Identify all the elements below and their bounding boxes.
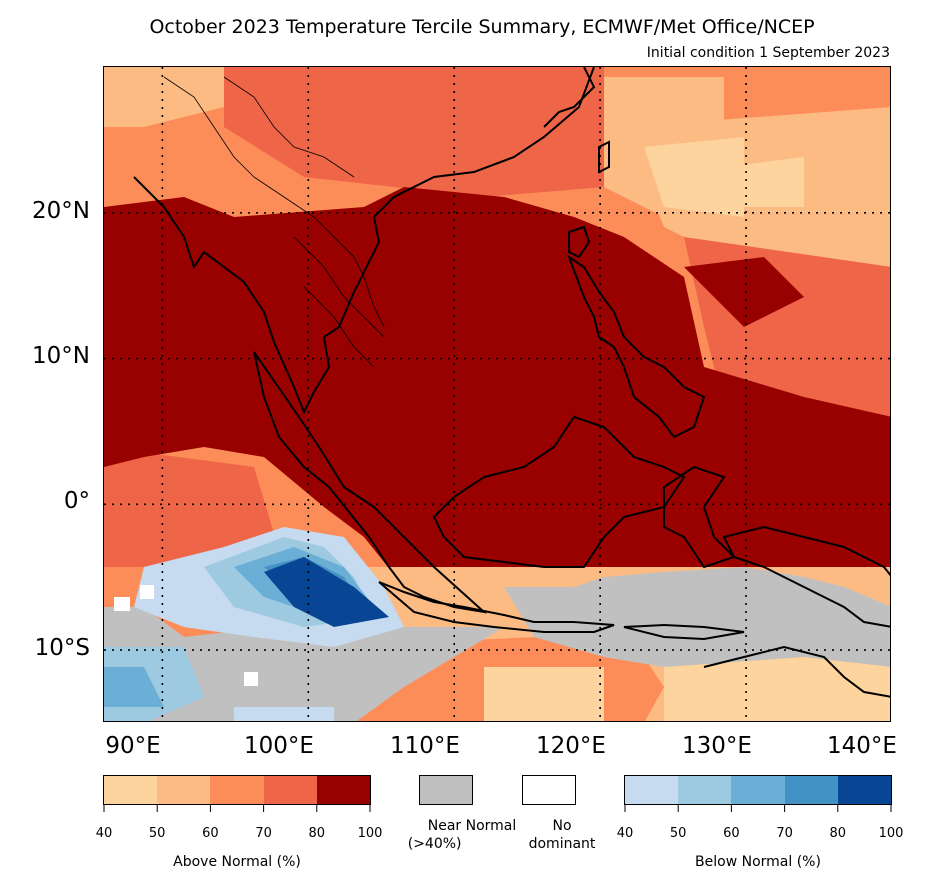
above-40-region-ne2 — [724, 157, 804, 207]
below-normal-segment-0 — [625, 776, 679, 804]
lat-label-20n: 20°N — [32, 198, 90, 224]
border-4 — [303, 286, 375, 368]
lat-label-0: 0° — [63, 488, 90, 514]
initial-condition-subtitle: Initial condition 1 September 2023 — [646, 45, 890, 61]
below-normal-title: Below Normal (%) — [695, 854, 821, 870]
below-normal-segment-4 — [837, 776, 891, 804]
tercile-shading — [104, 67, 890, 721]
near-normal-label-line2: (>40%) — [407, 836, 462, 852]
lon-label-90e: 90°E — [105, 733, 161, 759]
above-normal-tick-label-1: 50 — [148, 826, 166, 841]
below-normal-segment-2 — [731, 776, 785, 804]
above-normal-segment-4 — [316, 776, 370, 804]
below-80-region — [264, 557, 389, 627]
near-normal-color — [420, 776, 472, 804]
no-dominant-label-line2: dominant — [528, 836, 596, 852]
near-normal-label-line1: Near Normal — [427, 818, 517, 834]
lon-label-120e: 120°E — [536, 733, 606, 759]
near-normal-swatch — [419, 775, 473, 805]
above-80-region-philippine-sea — [684, 257, 804, 327]
border-3 — [293, 236, 385, 338]
above-normal-tick-label-3: 70 — [255, 826, 272, 841]
above-50-region-nw — [104, 67, 224, 127]
coastlines — [133, 67, 890, 698]
sulawesi-coastline — [663, 465, 736, 569]
above-normal-tick-label-0: 40 — [95, 826, 113, 841]
above-normal-segment-3 — [263, 776, 317, 804]
no-dominant-cell-1 — [114, 597, 130, 611]
country-borders — [163, 76, 385, 368]
philippines-coastline — [566, 254, 706, 439]
hainan-coastline — [568, 225, 591, 259]
lon-label-110e: 110°E — [390, 733, 460, 759]
near-normal-region-west — [104, 607, 504, 721]
australia-coastline — [703, 645, 890, 698]
border-2 — [223, 76, 355, 178]
above-80-region-core — [104, 187, 890, 612]
sumatra-malay-coastline — [253, 351, 488, 614]
below-40-region-s — [234, 707, 334, 721]
lon-label-140e: 140°E — [827, 733, 897, 759]
above-normal-tick-label-5: 100 — [357, 826, 383, 841]
below-normal-tick-label-2: 60 — [723, 826, 740, 841]
no-dominant-color — [523, 776, 575, 804]
above-40-region-south — [484, 667, 604, 721]
lon-label-100e: 100°E — [244, 733, 314, 759]
mainland-coastline — [133, 67, 595, 415]
nusa-tenggara-coastline — [623, 623, 745, 641]
taiwan-coastline — [598, 140, 610, 174]
below-normal-segment-1 — [678, 776, 732, 804]
above-normal-title: Above Normal (%) — [173, 854, 301, 870]
china-coastline — [543, 67, 596, 128]
colorbar-tick-marks — [103, 805, 892, 812]
temperature-tercile-map — [103, 66, 891, 722]
below-60-region-sw — [104, 667, 164, 707]
above-40-region-south-east — [664, 657, 890, 721]
below-normal-tick-label-4: 80 — [829, 826, 847, 841]
above-normal-segment-0 — [104, 776, 158, 804]
above-normal-segment-2 — [210, 776, 264, 804]
below-normal-tick-label-5: 100 — [878, 826, 904, 841]
above-normal-colorbar — [103, 775, 371, 805]
lat-label-10s: 10°S — [34, 635, 90, 661]
java-coastline — [378, 581, 615, 633]
borneo-coastline — [432, 415, 686, 568]
map-canvas — [104, 67, 890, 721]
near-normal-label: Near Normal (>40%) — [408, 817, 517, 853]
near-normal-region-east — [504, 567, 890, 667]
above-70-region-sw — [104, 447, 284, 567]
chart-title: October 2023 Temperature Tercile Summary… — [149, 16, 815, 38]
border-1 — [163, 76, 385, 328]
no-dominant-cell-3 — [244, 672, 258, 686]
lon-label-130e: 130°E — [682, 733, 752, 759]
no-dominant-swatch — [522, 775, 576, 805]
below-normal-colorbar — [624, 775, 892, 805]
below-normal-tick-label-3: 70 — [776, 826, 793, 841]
below-normal-tick-label-0: 40 — [616, 826, 634, 841]
above-70-region-north — [224, 67, 604, 197]
no-dominant-cell-2 — [140, 585, 154, 599]
lat-label-10n: 10°N — [32, 343, 90, 369]
below-normal-tick-label-1: 50 — [669, 826, 687, 841]
no-dominant-label-line1: No — [552, 818, 572, 834]
no-dominant-label: No dominant — [529, 817, 596, 853]
above-normal-tick-label-4: 80 — [308, 826, 326, 841]
above-40-region-ne — [644, 137, 744, 217]
below-normal-segment-3 — [784, 776, 838, 804]
new-guinea-coastline — [722, 525, 890, 628]
above-normal-tick-label-2: 60 — [202, 826, 219, 841]
gridlines — [104, 67, 890, 721]
above-normal-segment-1 — [157, 776, 211, 804]
